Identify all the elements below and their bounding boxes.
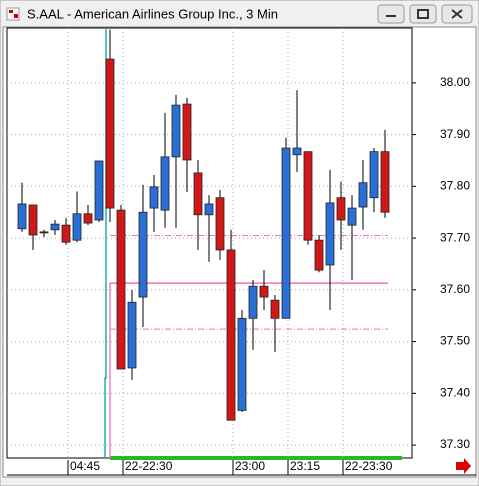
candle-body <box>259 285 269 298</box>
y-tick-label: 37.50 <box>440 334 470 348</box>
candle-body <box>105 58 115 209</box>
candle-body <box>138 211 148 298</box>
candle-body <box>193 172 203 216</box>
candle-body <box>303 151 313 241</box>
scroll-arrow[interactable] <box>456 458 471 474</box>
candle-body <box>292 147 302 156</box>
candle-body <box>17 203 27 230</box>
y-tick-label: 37.80 <box>440 179 470 193</box>
candle-body <box>61 224 71 243</box>
candle-body <box>116 209 126 370</box>
candle-body <box>204 203 214 216</box>
candle-body <box>72 213 82 241</box>
candle-body <box>358 182 368 208</box>
candle-body <box>83 213 93 224</box>
candle-body <box>380 151 390 213</box>
y-tick-label: 37.60 <box>440 282 470 296</box>
candle-body <box>160 156 170 211</box>
x-tick-label: 23:00 <box>235 459 265 473</box>
minimize-button[interactable] <box>377 4 405 24</box>
candle-body <box>39 231 49 234</box>
window-title: S.AAL - American Airlines Group Inc., 3 … <box>27 6 278 21</box>
range-bar <box>110 456 402 460</box>
candle-body <box>325 202 335 266</box>
close-icon <box>451 9 463 19</box>
candle-body <box>248 285 258 319</box>
x-tick-label: 22-22:30 <box>125 459 173 473</box>
candle-body <box>94 160 104 221</box>
candle-body <box>314 239 324 271</box>
y-tick-label: 38.00 <box>440 75 470 89</box>
candle-body <box>369 151 379 199</box>
candle-body <box>336 197 346 221</box>
icon-part <box>9 10 13 13</box>
candle-body <box>347 207 357 226</box>
candle-body <box>127 301 137 369</box>
x-tick-label: 23:15 <box>290 459 320 473</box>
candle-body <box>182 103 192 161</box>
candle-body <box>270 299 280 319</box>
candle-body <box>226 249 236 421</box>
window-buttons[interactable] <box>377 4 473 24</box>
restore-button[interactable] <box>409 4 437 24</box>
candle-body <box>237 317 247 411</box>
candle-body <box>215 197 225 251</box>
y-tick-label: 37.90 <box>440 127 470 141</box>
y-tick-label: 37.70 <box>440 230 470 244</box>
candle-body <box>281 147 291 319</box>
candle-body <box>50 223 60 231</box>
candle-body <box>28 204 38 236</box>
restore-icon <box>417 9 429 19</box>
x-tick-label: 04:45 <box>70 459 100 473</box>
x-tick-label: 22-23:30 <box>345 459 393 473</box>
candle-body <box>171 104 181 158</box>
y-tick-label: 37.40 <box>440 385 470 399</box>
y-tick-label: 37.30 <box>440 437 470 451</box>
icon-part <box>14 14 18 18</box>
candle-body <box>149 186 159 209</box>
